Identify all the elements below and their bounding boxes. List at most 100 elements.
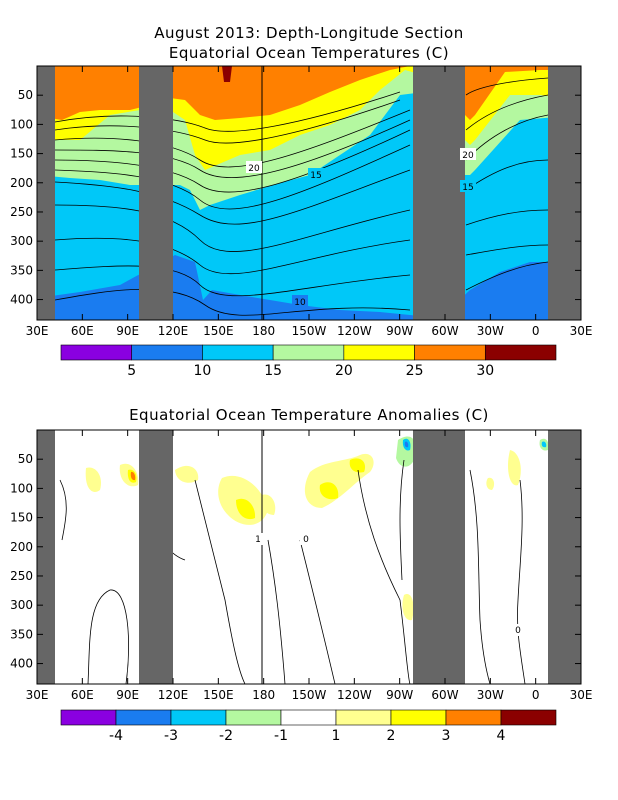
temp-band-over-30 <box>222 66 232 82</box>
anomaly-land-masks <box>37 430 581 684</box>
colorbar-swatch <box>131 344 203 361</box>
anomaly-title: Equatorial Ocean Temperature Anomalies (… <box>129 406 489 424</box>
anomaly-land-mask-africa-east <box>548 430 581 684</box>
y-tick-label: 100 <box>10 117 33 131</box>
x-tick-label: 60W <box>431 688 458 702</box>
y-tick-label: 50 <box>18 88 33 102</box>
colorbar-swatch <box>225 709 282 726</box>
anomaly-panel: Equatorial Ocean Temperature Anomalies (… <box>10 406 592 744</box>
temperature-contours <box>54 77 549 316</box>
x-tick-label: 180 <box>252 324 275 338</box>
colorbar-swatch <box>60 709 117 726</box>
colorbar-label: 25 <box>406 363 424 379</box>
x-tick-label: 90W <box>386 688 413 702</box>
colorbar-swatch <box>202 344 274 361</box>
x-tick-label: 120E <box>158 324 189 338</box>
x-tick-label: 30E <box>570 324 593 338</box>
colorbar-label: 1 <box>332 728 341 744</box>
x-tick-label: 30W <box>477 688 504 702</box>
x-tick-label: 120W <box>337 324 372 338</box>
anomaly-axes: 30E 60E 90E 120E 150E 180 150W 120W 90W 60W 30W 0 30… <box>10 430 592 702</box>
land-mask-africa <box>37 66 55 320</box>
colorbar-swatch <box>272 344 345 361</box>
colorbar-swatch <box>414 344 486 361</box>
x-tick-label: 150E <box>203 688 234 702</box>
colorbar-label: -4 <box>109 728 123 744</box>
contour-label-15-atlantic: 15 <box>462 183 473 193</box>
y-tick-label: 300 <box>10 234 33 248</box>
anomaly-contour-labels: 1 0 0 <box>252 533 524 636</box>
colorbar-label: 4 <box>497 728 506 744</box>
y-tick-label: 350 <box>10 263 33 277</box>
colorbar-label: -1 <box>274 728 288 744</box>
x-tick-label: 90W <box>386 324 413 338</box>
y-tick-label: 200 <box>10 176 33 190</box>
colorbar-swatch <box>500 709 557 726</box>
colorbar-swatch <box>335 709 392 726</box>
colorbar-label: -3 <box>164 728 178 744</box>
anomaly-negative-regions <box>396 436 549 467</box>
contour-label-20: 20 <box>248 164 260 174</box>
y-tick-label: 250 <box>10 205 33 219</box>
anomaly-land-mask-africa <box>37 430 55 684</box>
land-mask-indonesia <box>139 66 173 320</box>
colorbar-swatch <box>445 709 502 726</box>
x-tick-label: 30E <box>26 324 49 338</box>
x-tick-label: 30E <box>570 688 593 702</box>
colorbar-swatch <box>343 344 415 361</box>
temperature-land-masks <box>37 66 581 320</box>
temperature-field <box>37 66 581 320</box>
y-tick-label: 50 <box>18 452 33 466</box>
x-tick-label: 60W <box>431 324 458 338</box>
x-tick-label: 60E <box>71 324 94 338</box>
colorbar-label: 30 <box>476 363 494 379</box>
y-tick-label: 150 <box>10 147 33 161</box>
colorbar-swatch <box>60 344 133 361</box>
y-tick-label: 250 <box>10 569 33 583</box>
temperature-subtitle: Equatorial Ocean Temperatures (C) <box>169 44 449 62</box>
anomaly-positive-regions <box>85 450 521 621</box>
anomaly-contour-label-0: 0 <box>303 535 309 545</box>
x-tick-label: 150E <box>203 324 234 338</box>
anomaly-colorbar: -4 -3 -2 -1 1 2 3 4 <box>60 709 557 744</box>
x-tick-label: 0 <box>532 688 540 702</box>
colorbar-label: 15 <box>264 363 282 379</box>
y-tick-label: 200 <box>10 540 33 554</box>
x-tick-label: 30E <box>26 688 49 702</box>
contour-label-20-atlantic: 20 <box>462 151 474 161</box>
colorbar-label: 2 <box>387 728 396 744</box>
colorbar-label: 10 <box>194 363 212 379</box>
y-tick-label: 100 <box>10 481 33 495</box>
anomaly-land-mask-indonesia <box>139 430 173 684</box>
y-tick-label: 350 <box>10 627 33 641</box>
land-mask-africa-east <box>548 66 581 320</box>
temperature-colorbar: 5 10 15 20 25 30 <box>60 344 557 379</box>
colorbar-swatch <box>280 709 337 726</box>
x-tick-label: 120E <box>158 688 189 702</box>
anomaly-contours <box>59 459 526 684</box>
colorbar-swatch <box>115 709 172 726</box>
x-tick-label: 0 <box>532 324 540 338</box>
temperature-panel: August 2013: Depth-Longitude Section Equ… <box>10 24 592 379</box>
colorbar-label: -2 <box>219 728 233 744</box>
anomaly-field <box>37 430 581 684</box>
x-tick-label: 120W <box>337 688 372 702</box>
y-tick-label: 400 <box>10 293 33 307</box>
colorbar-label: 20 <box>335 363 353 379</box>
land-mask-south-america <box>413 66 465 320</box>
colorbar-label: 5 <box>127 363 136 379</box>
x-tick-label: 90E <box>116 324 139 338</box>
anomaly-land-mask-south-america <box>413 430 465 684</box>
x-tick-label: 180 <box>252 688 275 702</box>
temperature-axes: 30E 60E 90E 120E 150E 180 150W 120W 90W 60W 30W 0 30… <box>10 66 592 338</box>
colorbar-swatch <box>390 709 447 726</box>
x-tick-label: 150W <box>292 324 327 338</box>
y-tick-label: 400 <box>10 657 33 671</box>
x-tick-label: 150W <box>292 688 327 702</box>
anomaly-contour-label-0-atlantic: 0 <box>515 626 521 636</box>
temperature-contour-labels: 20 15 10 20 15 <box>246 148 476 308</box>
colorbar-label: 3 <box>442 728 451 744</box>
x-tick-label: 60E <box>71 688 94 702</box>
contour-label-15: 15 <box>310 171 321 181</box>
